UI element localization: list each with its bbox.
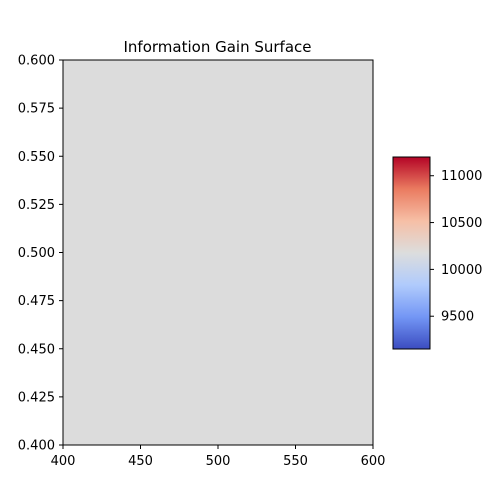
x-tick-label: 500 (206, 454, 231, 469)
y-tick-label: 0.450 (18, 342, 55, 357)
y-tick-label: 0.550 (18, 150, 55, 165)
x-axis: 400 450 500 550 600 (51, 445, 386, 469)
chart-title: Information Gain Surface (124, 38, 312, 56)
colorbar-frame (392, 156, 431, 350)
y-tick-label: 0.525 (18, 198, 55, 213)
y-tick-label: 0.425 (18, 390, 55, 405)
y-tick-label: 0.575 (18, 102, 55, 117)
y-tick-label: 0.500 (18, 246, 55, 261)
y-axis: 0.400 0.425 0.450 0.475 0.500 0.525 0.550 0.575… (18, 54, 63, 454)
y-tick-label: 0.475 (18, 294, 55, 309)
y-tick-label: 0.400 (18, 439, 55, 454)
y-tick-label: 0.600 (18, 54, 55, 69)
colorbar-axis: 9500 10000 10500 11000 (430, 169, 482, 325)
heatmap-surface (63, 60, 373, 445)
colorbar-tick-label: 9500 (441, 310, 474, 325)
colorbar-tick-label: 10500 (441, 216, 482, 231)
x-tick-label: 550 (283, 454, 308, 469)
x-tick-label: 400 (51, 454, 76, 469)
colorbar (393, 157, 430, 349)
x-tick-label: 450 (128, 454, 153, 469)
colorbar-tick-label: 11000 (441, 169, 482, 184)
x-tick-label: 600 (361, 454, 386, 469)
colorbar-tick-label: 10000 (441, 263, 482, 278)
plot-area-frame (62, 59, 374, 446)
